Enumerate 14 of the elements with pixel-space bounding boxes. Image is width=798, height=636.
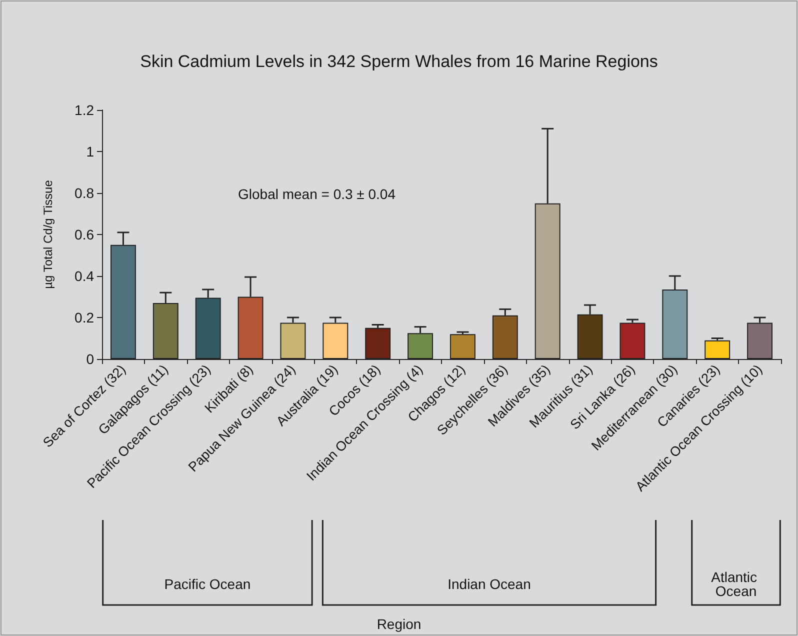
- text: Region: [376, 616, 422, 632]
- y-tick-label: 1.2: [74, 102, 94, 118]
- text: Atlantic Ocean: [711, 569, 761, 599]
- annotation: Global mean = 0.3 ± 0.04: [238, 186, 396, 202]
- y-tick-label: 0.6: [74, 226, 94, 242]
- y-axis-title: µg Total Cd/g Tissue: [41, 180, 55, 289]
- text: Indian Ocean: [448, 576, 531, 592]
- y-tick-label: 0.4: [74, 268, 94, 284]
- y-tick-label: 0.2: [74, 310, 94, 326]
- y-tick-label: 0: [86, 351, 94, 367]
- chart-title: Skin Cadmium Levels in 342 Sperm Whales from 16 Marine Regions: [140, 52, 658, 71]
- text: Pacific Ocean: [164, 576, 251, 592]
- y-tick-label: 0.8: [74, 185, 94, 201]
- y-tick-label: 1: [86, 144, 94, 160]
